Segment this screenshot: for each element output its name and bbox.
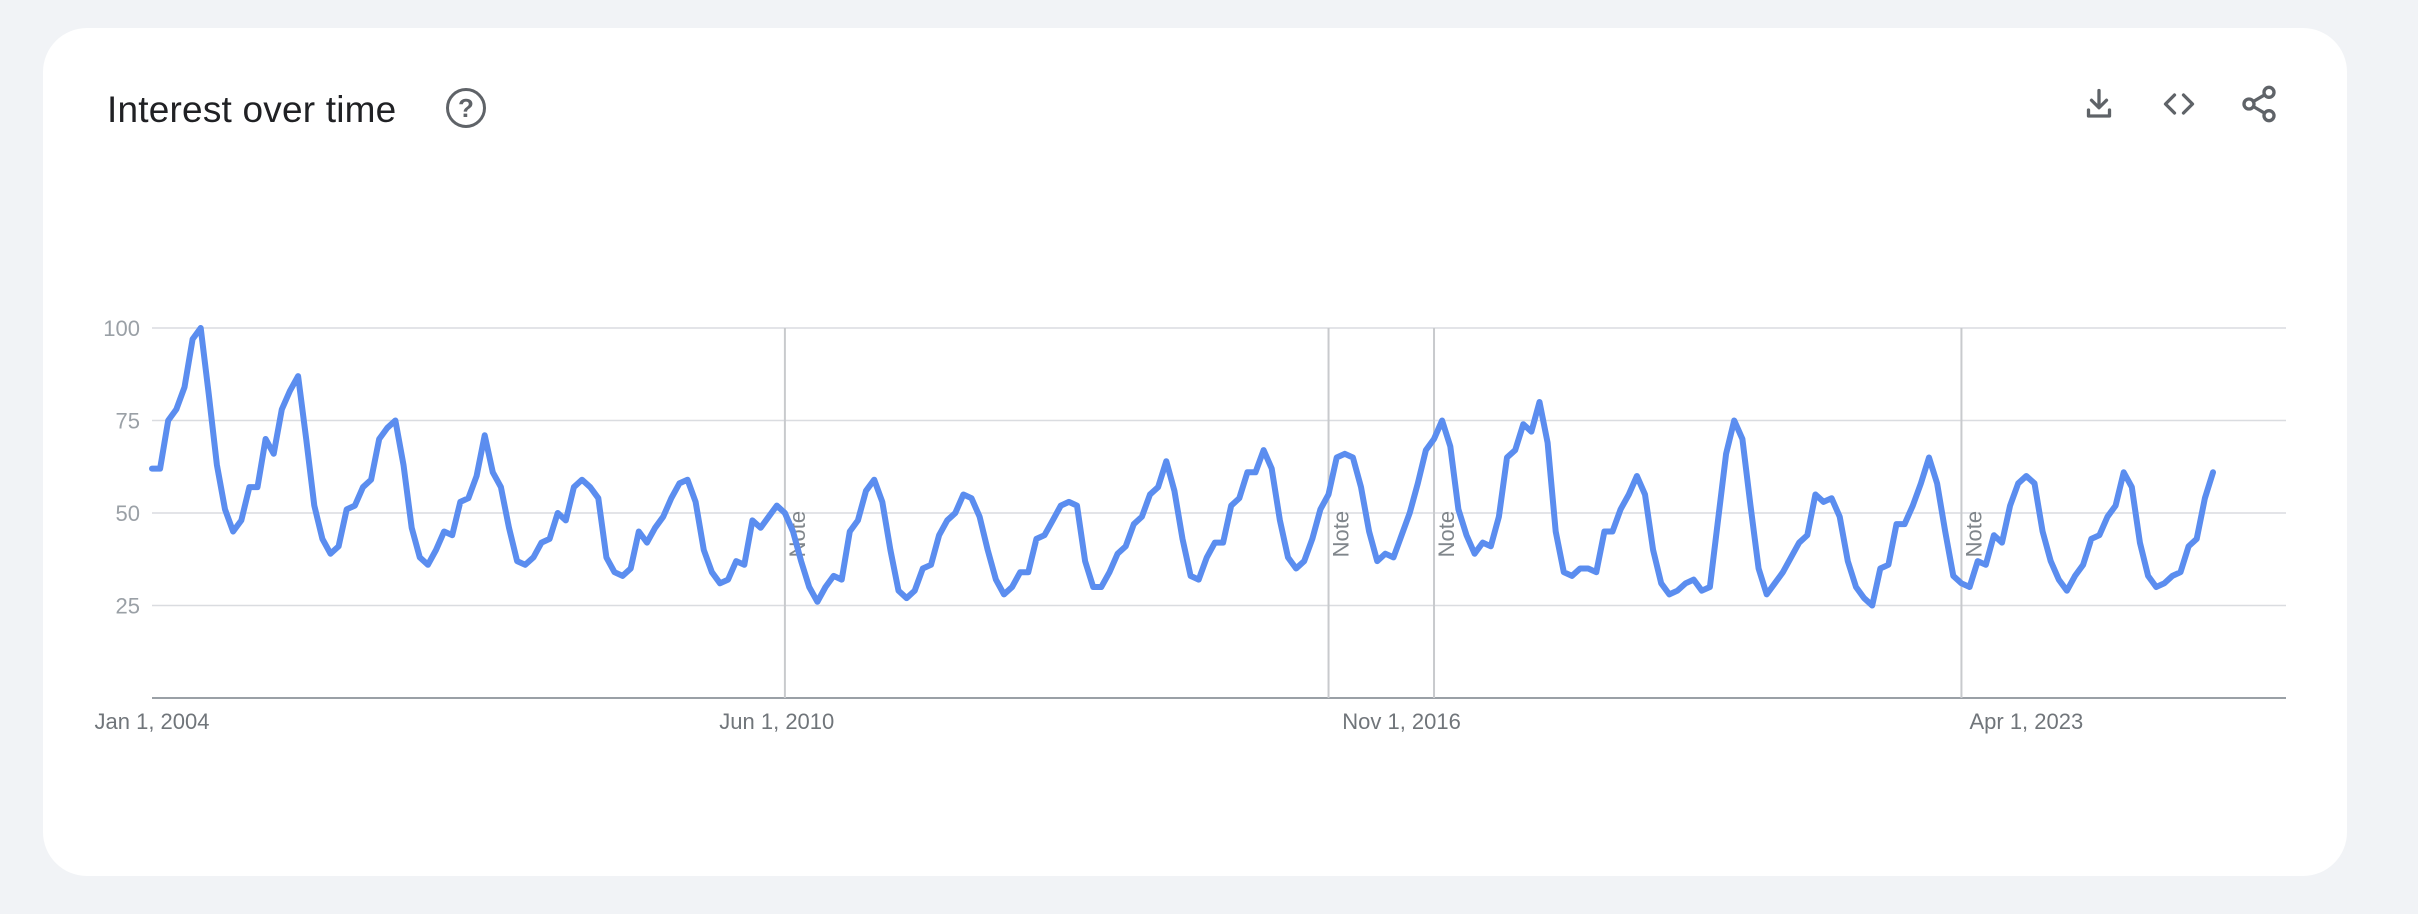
x-tick-label: Nov 1, 2016 xyxy=(1342,709,1461,734)
y-tick-label: 50 xyxy=(116,501,140,526)
note-label: Note xyxy=(1961,511,1986,557)
x-tick-label: Apr 1, 2023 xyxy=(1969,709,2083,734)
embed-icon[interactable] xyxy=(2151,76,2207,132)
y-tick-label: 100 xyxy=(103,316,140,341)
interest-over-time-card: Interest over time ? xyxy=(43,28,2347,876)
note-label: Note xyxy=(1329,511,1354,557)
y-tick-label: 75 xyxy=(116,409,140,434)
question-circle-icon[interactable]: ? xyxy=(446,88,486,128)
x-tick-label: Jan 1, 2004 xyxy=(95,709,210,734)
note-label: Note xyxy=(1434,511,1459,557)
y-tick-label: 25 xyxy=(116,594,140,619)
download-icon[interactable] xyxy=(2071,76,2127,132)
share-icon[interactable] xyxy=(2231,76,2287,132)
series-line xyxy=(149,325,2216,609)
card-title: Interest over time xyxy=(107,89,397,130)
x-tick-label: Jun 1, 2010 xyxy=(719,709,834,734)
